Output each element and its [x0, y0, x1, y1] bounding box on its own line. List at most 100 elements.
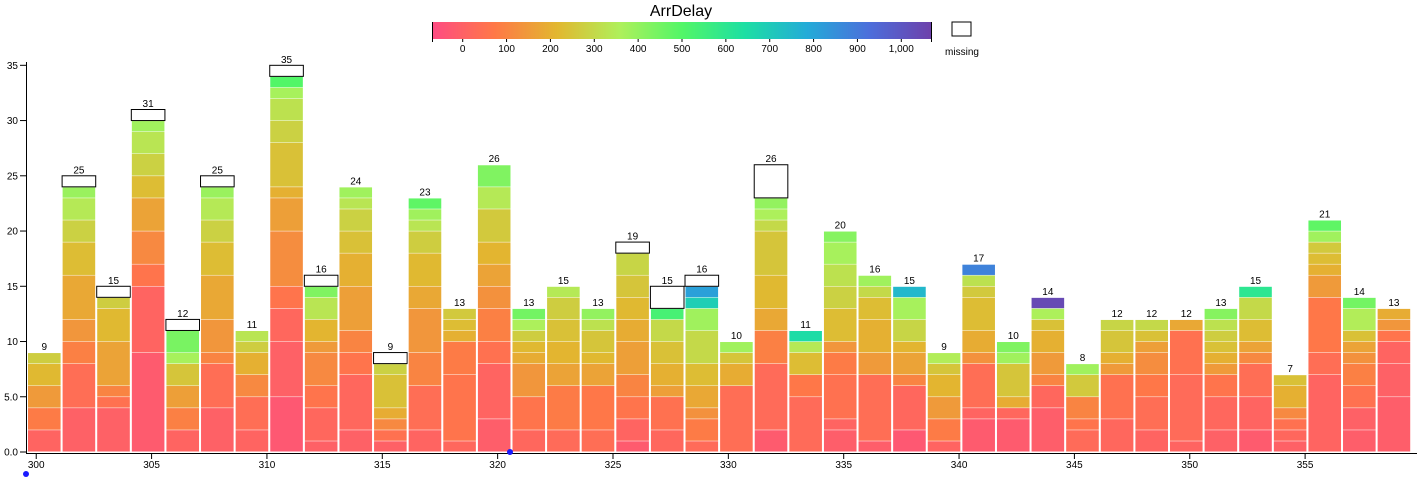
histogram-bar[interactable]: [546, 285, 581, 453]
bar-segment: [477, 263, 512, 287]
bar-count-label: 17: [973, 254, 985, 265]
bar-segment: [373, 440, 408, 453]
bar-count-label: 7: [1287, 364, 1293, 375]
histogram-bar[interactable]: [1238, 285, 1273, 453]
bar-segment: [1134, 429, 1169, 453]
histogram-bar[interactable]: [269, 64, 304, 453]
bar-segment: [407, 230, 443, 254]
histogram-bar[interactable]: [719, 341, 754, 453]
histogram-bar[interactable]: [1307, 219, 1343, 453]
histogram-bar[interactable]: [1342, 296, 1377, 453]
bar-segment: [753, 429, 789, 453]
bar-segment: [477, 341, 512, 364]
histogram-bar[interactable]: [892, 285, 927, 453]
bar-segment: [788, 341, 823, 353]
histogram-bar[interactable]: [61, 175, 97, 453]
bar-segment: [407, 429, 443, 453]
bar-segment: [269, 98, 304, 121]
histogram-bar[interactable]: [788, 329, 823, 453]
histogram-bar[interactable]: [1134, 318, 1169, 453]
range-handle-right[interactable]: [507, 449, 513, 455]
histogram-bar[interactable]: [649, 285, 685, 453]
histogram-bar[interactable]: [165, 318, 201, 453]
histogram-bar[interactable]: [200, 175, 235, 453]
bar-segment: [304, 341, 339, 353]
bar-segment: [1203, 374, 1239, 398]
bar-segment: [961, 330, 996, 353]
histogram-bar[interactable]: [1099, 318, 1135, 453]
histogram-bar[interactable]: [684, 274, 720, 453]
bar-count-label: 35: [281, 55, 293, 66]
histogram-bar[interactable]: [615, 241, 650, 453]
bar-segment: [1307, 274, 1342, 298]
bar-segment: [269, 285, 304, 309]
bar-segment: [442, 374, 477, 442]
bar-segment: [96, 341, 131, 387]
histogram-bar[interactable]: [822, 230, 858, 453]
y-tick-label: 25: [7, 171, 19, 182]
histogram-bar[interactable]: [96, 285, 131, 453]
bar-segment: [615, 297, 650, 320]
bar-count-label: 15: [558, 276, 570, 287]
histogram-bar[interactable]: [27, 352, 62, 453]
histogram-bar[interactable]: [442, 307, 477, 453]
bar-segment: [961, 418, 996, 453]
bar-segment: [27, 407, 62, 431]
bar-segment: [131, 352, 166, 453]
histogram-bar[interactable]: [857, 274, 893, 453]
bar-segment: [546, 319, 581, 342]
bar-segment: [926, 396, 962, 420]
bar-segment: [1134, 374, 1169, 398]
bar-segment: [823, 230, 858, 243]
histogram-bar[interactable]: [753, 164, 789, 453]
histogram-bar[interactable]: [511, 307, 547, 453]
histogram-bar[interactable]: [1065, 363, 1100, 453]
histogram-bar[interactable]: [580, 307, 616, 453]
bar-segment: [131, 131, 166, 154]
bar-segment: [131, 285, 166, 353]
histogram-bar[interactable]: [1030, 296, 1066, 453]
histogram-bar[interactable]: [338, 186, 374, 453]
bar-segment: [269, 341, 304, 398]
bar-segment: [615, 341, 650, 375]
bar-segment: [27, 352, 62, 364]
histogram-bar[interactable]: [234, 329, 270, 453]
histogram-bar[interactable]: [1272, 374, 1308, 453]
bar-segment: [200, 274, 235, 320]
bar-segment: [373, 363, 408, 375]
bar-segment: [200, 186, 235, 199]
bar-segment: [511, 429, 546, 453]
legend-tick-label: 1,000: [889, 44, 914, 55]
bar-count-label: 12: [177, 309, 189, 320]
bar-count-label: 11: [247, 320, 258, 331]
bar-missing-segment: [165, 318, 201, 331]
histogram-bar[interactable]: [995, 341, 1031, 453]
bar-outline: [234, 329, 270, 453]
bar-outline: [995, 341, 1031, 453]
bar-segment: [1342, 330, 1377, 342]
histogram-bar[interactable]: [476, 164, 512, 453]
histogram-bar[interactable]: [926, 352, 962, 453]
histogram-bar[interactable]: [1168, 318, 1204, 453]
bar-segment: [857, 285, 892, 298]
x-tick-label: 340: [951, 460, 968, 471]
bar-segment: [996, 407, 1031, 420]
histogram-bar[interactable]: [373, 352, 408, 453]
bar-segment: [546, 341, 581, 364]
histogram-bar[interactable]: [303, 274, 339, 453]
range-handle-left[interactable]: [23, 471, 29, 477]
histogram-bar[interactable]: [130, 109, 166, 453]
bar-count-label: 11: [800, 320, 811, 331]
histogram-bar[interactable]: [1203, 307, 1239, 453]
bar-segment: [719, 385, 754, 453]
histogram-bar[interactable]: [961, 263, 996, 453]
x-tick-label: 335: [835, 460, 852, 471]
histogram-bar[interactable]: [1376, 307, 1412, 453]
bar-segment: [961, 352, 996, 364]
histogram-bar[interactable]: [407, 197, 443, 453]
bar-segment: [1065, 429, 1100, 453]
bar-segment: [338, 186, 373, 199]
bar-segment: [407, 197, 443, 210]
bar-segment: [857, 374, 892, 442]
bar-segment: [1307, 263, 1342, 276]
